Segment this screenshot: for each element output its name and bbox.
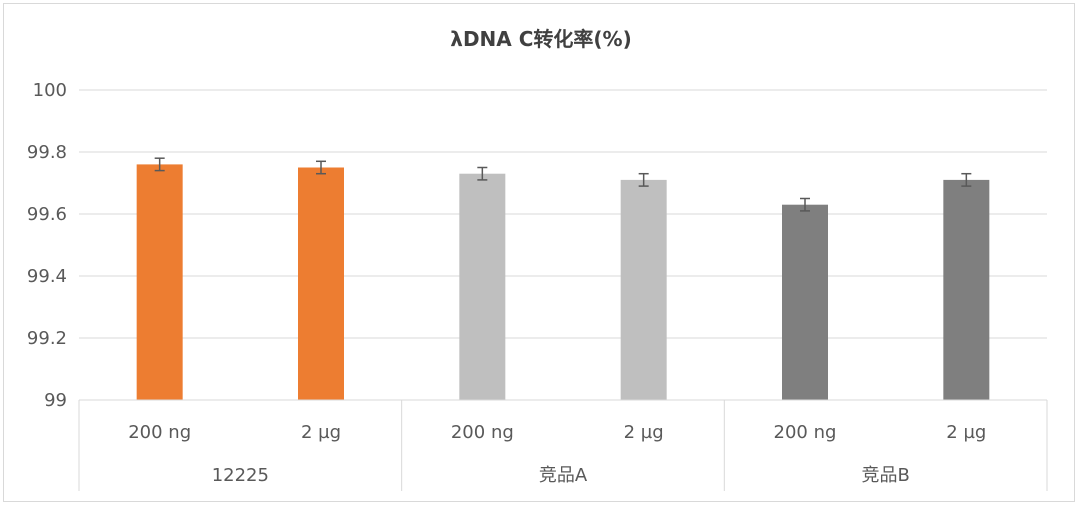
x-tick-label: 2 µg bbox=[624, 422, 664, 443]
bars bbox=[136, 164, 990, 400]
x-axis: 200 ng 2 µg 12225 200 ng 2 µg 竞品A 200 ng 2 µg 竞品… bbox=[78, 399, 1048, 491]
y-tick-label: 99 bbox=[44, 390, 67, 411]
chart-frame: λDNA C转化率(%) 99 99.2 99.4 99.6 99.8 100 200 n… bbox=[3, 3, 1075, 502]
x-tick-label: 200 ng bbox=[451, 422, 514, 443]
gridlines bbox=[79, 89, 1047, 339]
y-tick-label: 99.4 bbox=[27, 266, 67, 287]
y-tick-label: 99.6 bbox=[27, 204, 67, 225]
x-tick-label: 200 ng bbox=[774, 422, 837, 443]
bar bbox=[943, 179, 990, 400]
group-label: 竞品A bbox=[539, 465, 588, 486]
bar bbox=[136, 164, 183, 400]
x-tick-label: 2 µg bbox=[946, 422, 986, 443]
bar bbox=[620, 179, 667, 400]
y-axis: 99 99.2 99.4 99.6 99.8 100 bbox=[27, 80, 67, 411]
bar bbox=[298, 167, 344, 400]
group-label: 12225 bbox=[212, 465, 269, 486]
bar bbox=[782, 204, 828, 400]
x-tick-label: 2 µg bbox=[301, 422, 341, 443]
chart-title: λDNA C转化率(%) bbox=[450, 27, 631, 51]
group-label: 竞品B bbox=[861, 465, 909, 486]
y-tick-label: 100 bbox=[33, 80, 67, 101]
x-tick-label: 200 ng bbox=[128, 422, 191, 443]
error-bars bbox=[154, 157, 972, 212]
bar bbox=[459, 173, 506, 400]
y-tick-label: 99.2 bbox=[27, 328, 67, 349]
y-tick-label: 99.8 bbox=[27, 142, 67, 163]
bar-chart: λDNA C转化率(%) 99 99.2 99.4 99.6 99.8 100 200 n… bbox=[27, 27, 1048, 491]
